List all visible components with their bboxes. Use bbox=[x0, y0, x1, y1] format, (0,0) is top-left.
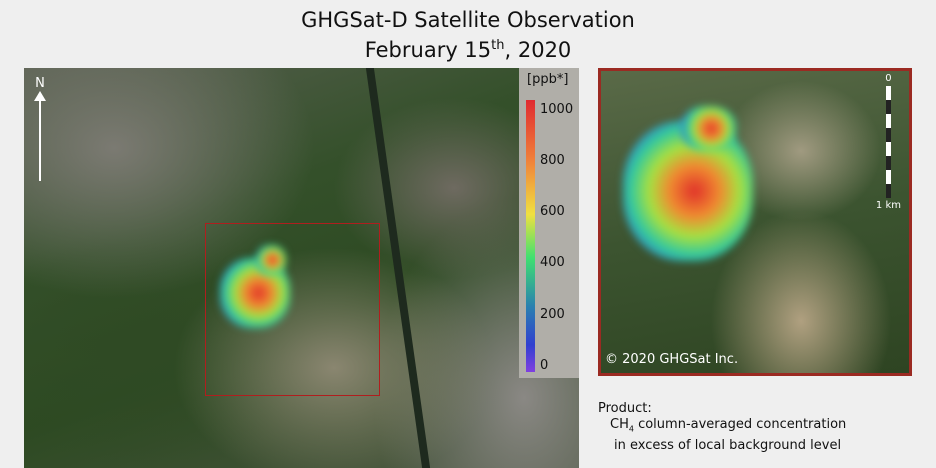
methane-plume-lobe bbox=[256, 245, 286, 275]
product-line1: CH4 column-averaged concentration bbox=[598, 417, 846, 438]
colorbar-tick: 200 bbox=[540, 307, 565, 322]
product-line1-rest: column-averaged concentration bbox=[633, 417, 847, 432]
product-line2: in excess of local background level bbox=[614, 437, 842, 453]
date-sup: th bbox=[491, 38, 505, 53]
title: GHGSat-D Satellite Observation bbox=[301, 8, 635, 32]
highlight-box bbox=[205, 223, 380, 396]
colorbar-tick: 400 bbox=[540, 255, 565, 270]
ch-text: CH bbox=[610, 417, 629, 432]
scale-bar-graphic bbox=[885, 86, 891, 198]
date-year: , 2020 bbox=[504, 38, 572, 62]
satellite-map: N [ppb*] 1000 800 600 400 200 0 bbox=[24, 68, 579, 468]
arrow-up-icon bbox=[34, 91, 46, 181]
north-label: N bbox=[35, 76, 45, 91]
colorbar-gradient bbox=[526, 100, 535, 372]
north-arrow: N bbox=[34, 76, 46, 181]
scale-top: 0 bbox=[885, 73, 892, 84]
product-label: Product: bbox=[598, 401, 652, 416]
colorbar-tick: 1000 bbox=[540, 102, 574, 117]
colorbar-unit: [ppb*] bbox=[527, 72, 569, 87]
date-title: February 15th, 2020 bbox=[0, 33, 936, 63]
product-description: Product: CH4 column-averaged concentrati… bbox=[598, 401, 846, 454]
date-text: February 15 bbox=[364, 38, 492, 62]
ch-sub: 4 bbox=[628, 424, 634, 434]
inset-map: 0 1 km © 2020 GHGSat Inc. bbox=[598, 68, 912, 376]
methane-plume-lobe bbox=[681, 106, 736, 151]
scale-bottom: 1 km bbox=[875, 200, 901, 211]
colorbar: [ppb*] 1000 800 600 400 200 0 bbox=[519, 68, 579, 378]
colorbar-tick: 0 bbox=[540, 358, 549, 373]
scale-bar: 0 1 km bbox=[876, 73, 901, 211]
colorbar-tick: 600 bbox=[540, 204, 565, 219]
colorbar-tick: 800 bbox=[540, 153, 565, 168]
copyright: © 2020 GHGSat Inc. bbox=[605, 352, 739, 367]
